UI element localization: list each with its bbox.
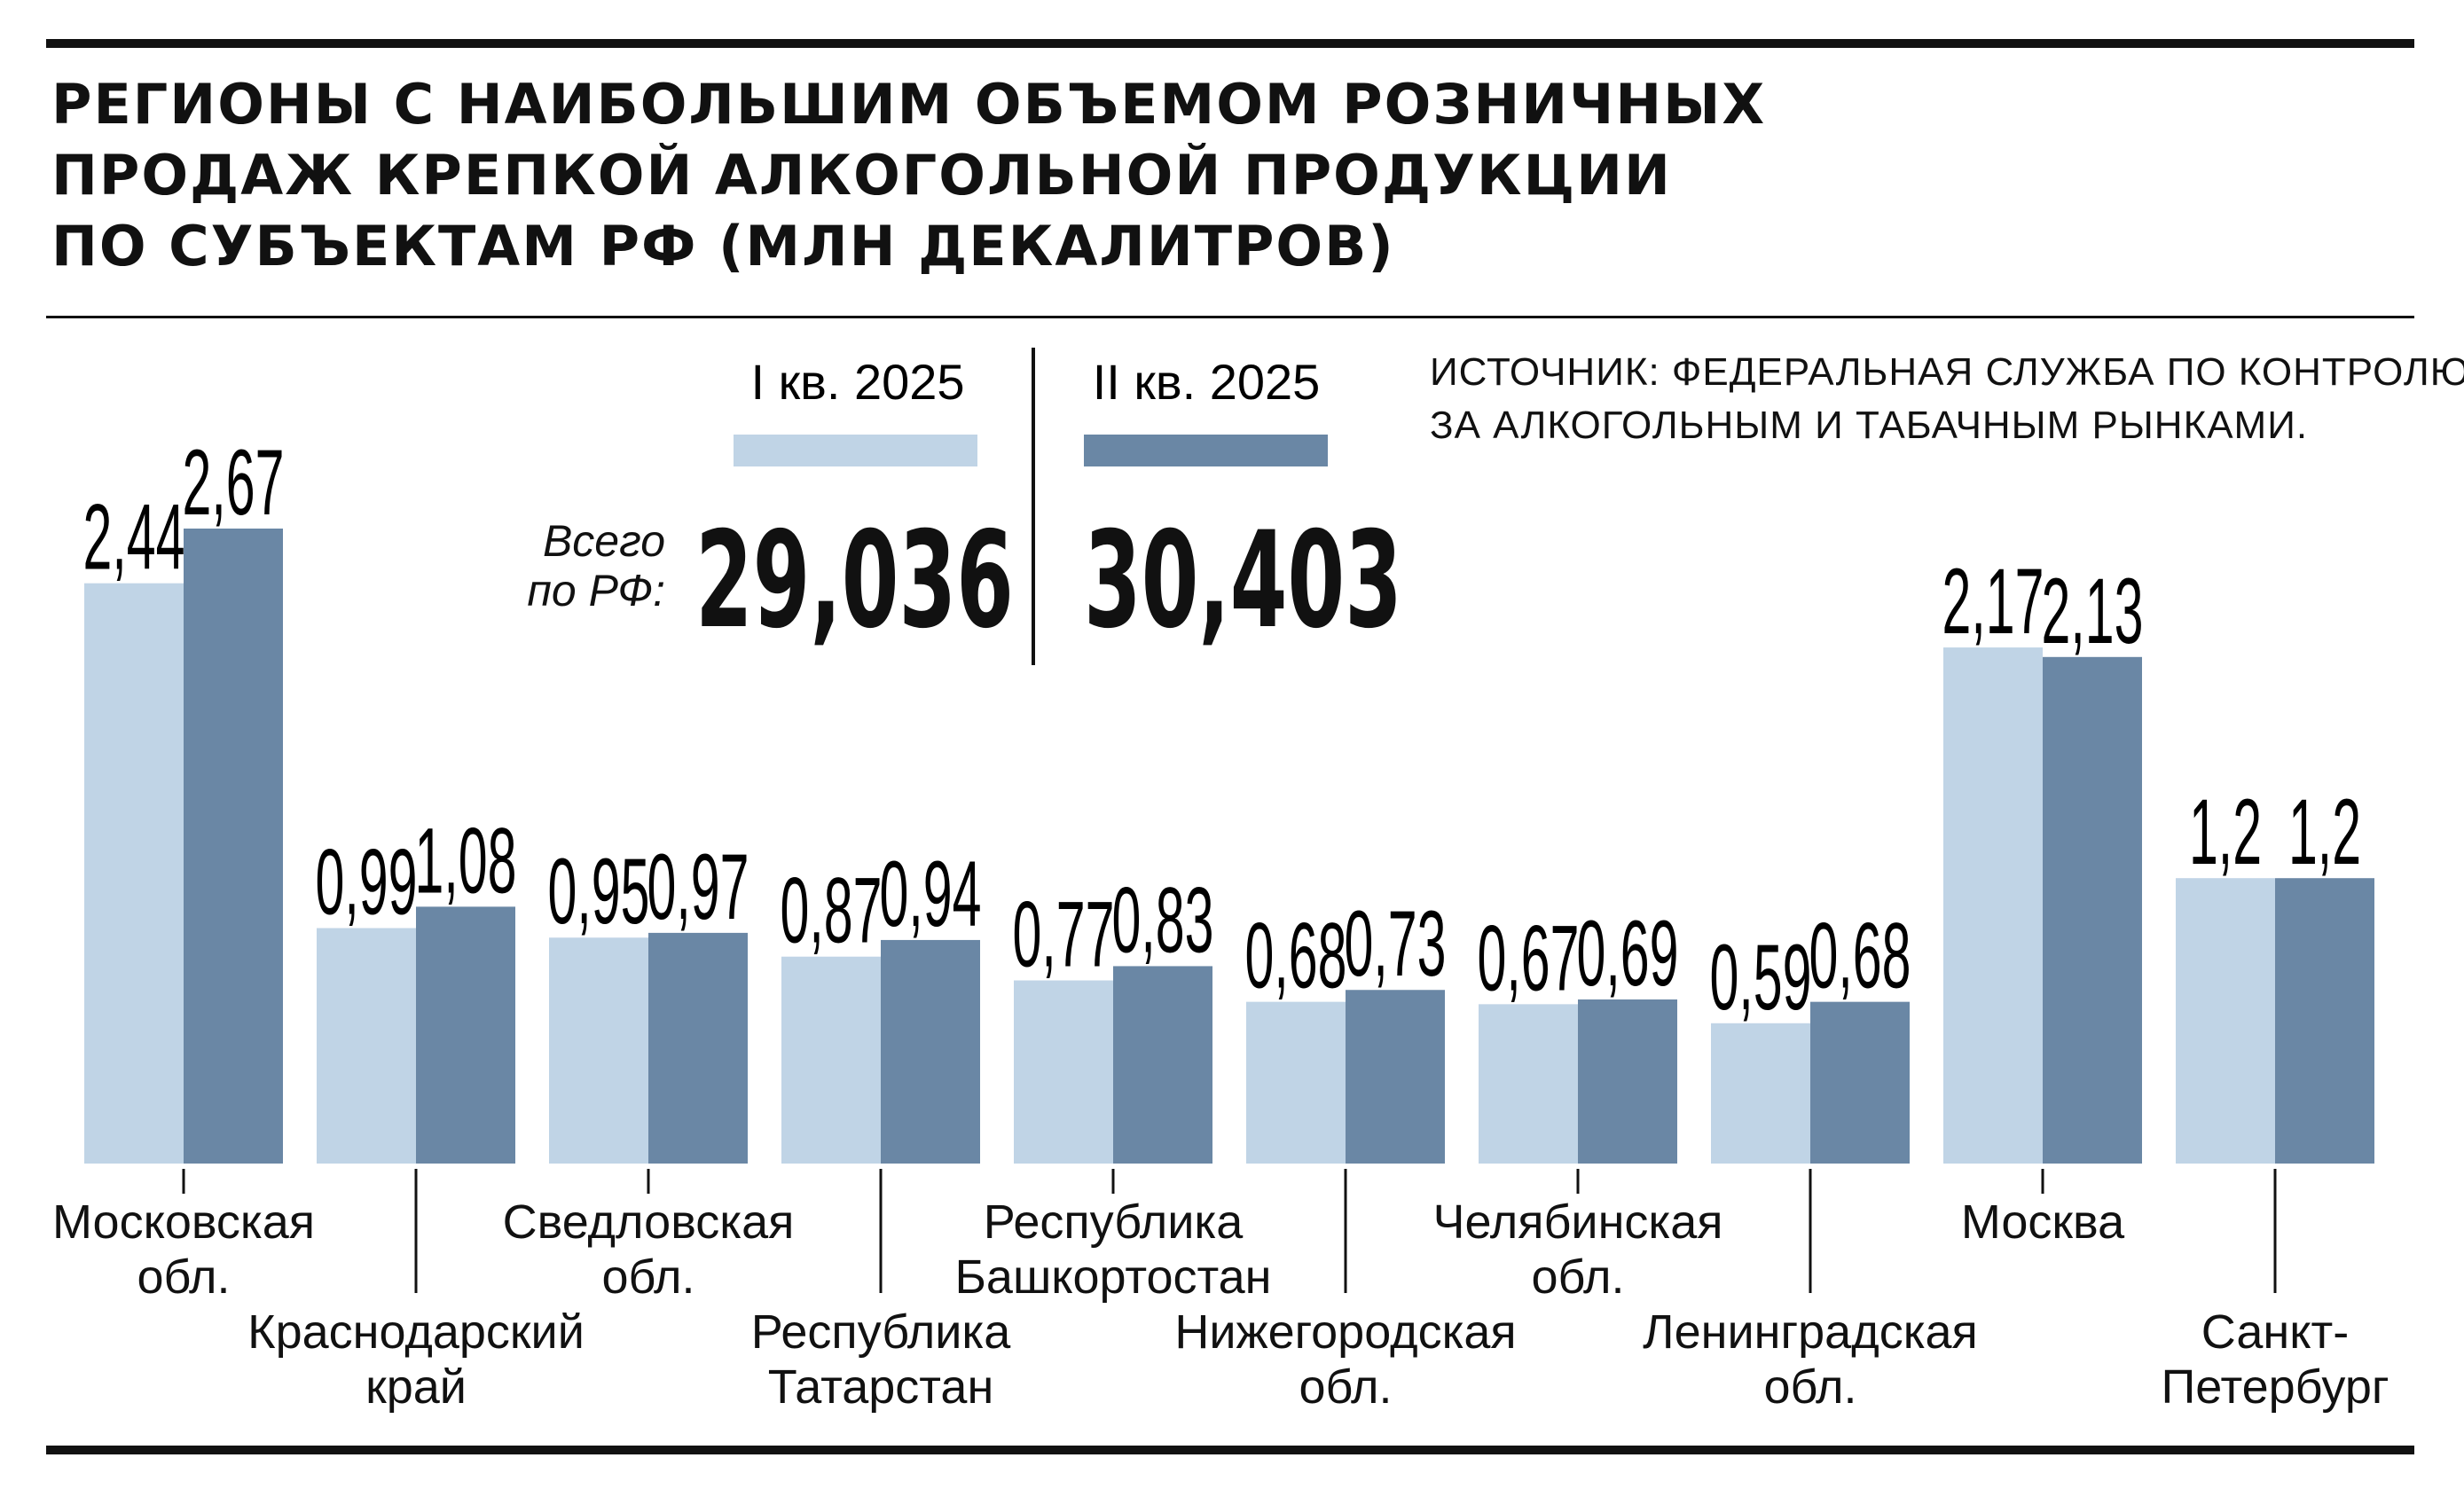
category-label-3-1: Татарстан — [768, 1360, 994, 1414]
value-label-q1-5: 0,68 — [1245, 905, 1347, 1008]
value-label-q1-7: 0,59 — [1710, 926, 1812, 1030]
bar-q2-9 — [2275, 878, 2374, 1164]
category-label-8-0: Москва — [1961, 1195, 2125, 1249]
value-label-q2-9: 1,2 — [2288, 781, 2361, 885]
total-caption-line-2: по РФ: — [527, 566, 665, 615]
legend-label-q1: I кв. 2025 — [750, 354, 964, 410]
value-label-q1-2: 0,95 — [548, 841, 650, 944]
bottom-rule — [46, 1446, 2414, 1454]
total-value-q1: 29,036 — [695, 504, 1014, 658]
ticks-group — [182, 1169, 2277, 1293]
value-label-q2-7: 0,68 — [1809, 905, 1911, 1008]
value-label-q2-5: 0,73 — [1345, 893, 1447, 997]
category-label-4-1: Башкортостан — [954, 1250, 1271, 1304]
category-label-5-1: обл. — [1299, 1360, 1392, 1414]
source-line-2: ЗА АЛКОГОЛЬНЫМ И ТАБАЧНЫМ РЫНКАМИ. — [1430, 404, 2309, 447]
bars-group — [84, 529, 2374, 1164]
total-divider — [1032, 348, 1035, 665]
value-label-q2-3: 0,94 — [880, 843, 982, 946]
total-caption-line-1: Всего — [542, 516, 665, 566]
bar-q1-7 — [1711, 1023, 1810, 1164]
value-label-q2-1: 1,08 — [415, 810, 517, 913]
bar-q2-1 — [416, 906, 515, 1164]
bar-q2-0 — [184, 529, 283, 1164]
bar-q2-6 — [1578, 999, 1677, 1164]
bar-q1-6 — [1479, 1004, 1578, 1164]
value-label-q2-6: 0,69 — [1577, 902, 1679, 1006]
total-value-q2: 30,403 — [1084, 504, 1402, 658]
source-line-1: ИСТОЧНИК: ФЕДЕРАЛЬНАЯ СЛУЖБА ПО КОНТРОЛЮ — [1430, 350, 2464, 394]
bar-q1-2 — [549, 937, 648, 1164]
bar-q2-5 — [1346, 990, 1445, 1164]
category-label-3-0: Республика — [751, 1305, 1012, 1359]
bar-q1-4 — [1014, 980, 1113, 1164]
category-label-9-0: Санкт- — [2201, 1305, 2349, 1359]
category-label-6-0: Челябинская — [1433, 1195, 1723, 1249]
legend-swatch-q1 — [734, 435, 977, 466]
category-label-4-0: Республика — [984, 1195, 1244, 1249]
legend-swatch-q2 — [1084, 435, 1328, 466]
category-label-0-1: обл. — [137, 1250, 230, 1304]
category-label-9-1: Петербург — [2161, 1360, 2389, 1414]
title-line-3: ПО СУБЪЕКТАМ РФ (МЛН ДЕКАЛИТРОВ) — [51, 214, 1395, 278]
category-label-1-1: край — [365, 1360, 467, 1414]
category-label-6-1: обл. — [1531, 1250, 1624, 1304]
bar-q2-4 — [1113, 966, 1212, 1164]
top-rule — [46, 39, 2414, 48]
source-note: ИСТОЧНИК: ФЕДЕРАЛЬНАЯ СЛУЖБА ПО КОНТРОЛЮ… — [1430, 346, 2464, 452]
bar-q2-8 — [2043, 656, 2142, 1164]
bar-q2-7 — [1810, 1001, 1910, 1164]
category-label-7-1: обл. — [1763, 1360, 1856, 1414]
bar-q1-8 — [1943, 647, 2043, 1164]
value-label-q1-6: 0,67 — [1478, 907, 1580, 1011]
bar-q1-1 — [317, 928, 416, 1164]
value-label-q1-1: 0,99 — [316, 831, 418, 935]
value-label-q2-8: 2,13 — [2042, 560, 2144, 663]
legend-label-q2: II кв. 2025 — [1093, 354, 1321, 410]
value-label-q2-4: 0,83 — [1112, 869, 1214, 973]
chart-title: РЕГИОНЫ С НАИБОЛЬШИМ ОБЪЕМОМ РОЗНИЧНЫХ П… — [51, 69, 2269, 282]
category-label-2-0: Сведловская — [503, 1195, 795, 1249]
value-label-q1-4: 0,77 — [1013, 883, 1115, 987]
legend: I кв. 2025 II кв. 2025 — [734, 354, 1328, 466]
bar-q1-9 — [2176, 878, 2275, 1164]
category-label-2-1: обл. — [601, 1250, 694, 1304]
bar-q1-0 — [84, 583, 184, 1164]
category-label-1-0: Краснодарский — [247, 1305, 585, 1359]
value-label-q2-0: 2,67 — [183, 431, 285, 535]
category-label-7-0: Ленинградская — [1643, 1305, 1978, 1359]
bar-q2-3 — [881, 939, 980, 1164]
title-line-2: ПРОДАЖ КРЕПКОЙ АЛКОГОЛЬНОЙ ПРОДУКЦИИ — [51, 143, 1672, 208]
title-rule — [46, 316, 2414, 318]
value-labels-group: 2,442,67 0,991,08 0,950,97 0,870,94 0,770,83… — [83, 431, 2361, 1030]
total-caption: Всего по РФ: — [479, 516, 665, 615]
bar-q1-5 — [1246, 1001, 1346, 1164]
category-label-0-0: Московская — [52, 1195, 315, 1249]
category-labels-group: Московскаяобл.КраснодарскийкрайСведловск… — [52, 1195, 2389, 1414]
value-label-q1-9: 1,2 — [2189, 781, 2262, 885]
value-label-q1-0: 2,44 — [83, 486, 185, 590]
bar-q2-2 — [648, 932, 748, 1164]
bar-q1-3 — [781, 956, 881, 1164]
title-line-1: РЕГИОНЫ С НАИБОЛЬШИМ ОБЪЕМОМ РОЗНИЧНЫХ — [51, 72, 1767, 137]
value-label-q1-8: 2,17 — [1942, 550, 2044, 654]
value-label-q1-3: 0,87 — [781, 859, 883, 963]
value-label-q2-2: 0,97 — [647, 835, 749, 939]
category-label-5-0: Нижегородская — [1174, 1305, 1516, 1359]
